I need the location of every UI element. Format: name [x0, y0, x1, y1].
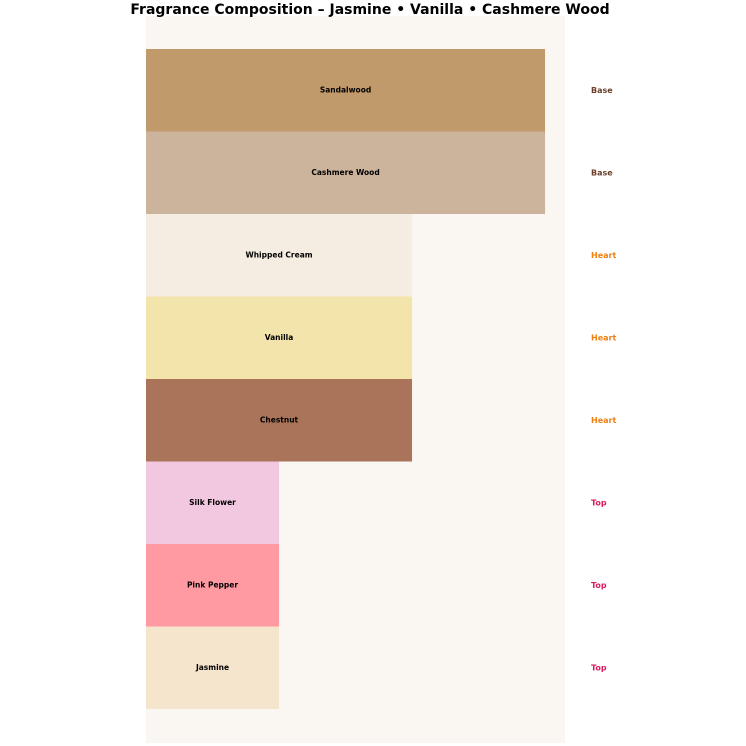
tier-label: Top: [591, 663, 607, 672]
bar-label: Cashmere Wood: [311, 168, 379, 177]
chart-title: Fragrance Composition – Jasmine • Vanill…: [130, 2, 609, 18]
bar-label: Chestnut: [260, 415, 299, 424]
bar: [146, 49, 546, 132]
tier-label: Base: [591, 168, 613, 177]
bar: [146, 131, 546, 214]
bar: [146, 296, 413, 379]
tier-label: Top: [591, 581, 607, 590]
tier-label: Top: [591, 498, 607, 507]
tier-label: Base: [591, 86, 613, 95]
bar-label: Pink Pepper: [187, 580, 238, 589]
tier-label: Heart: [591, 333, 616, 342]
tier-label: Heart: [591, 251, 616, 260]
bar-label: Sandalwood: [320, 85, 371, 94]
bar: [146, 461, 280, 544]
bar: [146, 214, 413, 297]
bar-label: Silk Flower: [189, 498, 236, 507]
bar: [146, 379, 413, 462]
tier-label: Heart: [591, 416, 616, 425]
bar: [146, 626, 280, 709]
bar-label: Whipped Cream: [245, 250, 312, 259]
bar: [146, 544, 280, 627]
bar-label: Jasmine: [195, 663, 229, 672]
bar-label: Vanilla: [265, 333, 294, 342]
